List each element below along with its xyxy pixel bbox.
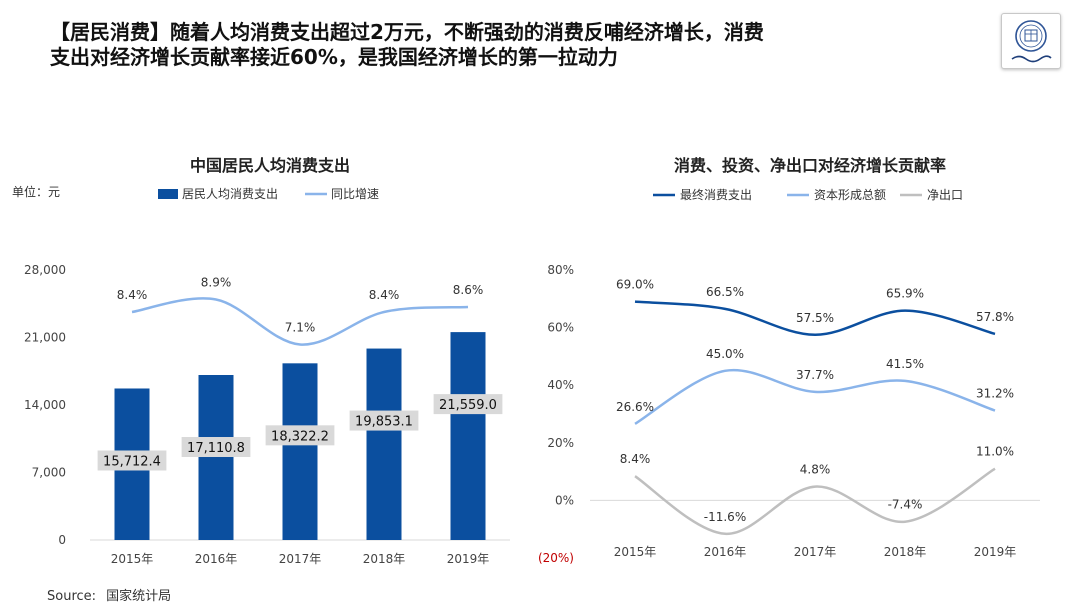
university-seal-icon [1001,13,1061,69]
growth-data-label: 7.1% [285,321,316,335]
x-tick-label: 2017年 [794,545,837,559]
x-tick-label: 2018年 [884,545,927,559]
y-tick-label: (20%) [538,551,574,565]
y-tick-label: 0 [58,533,66,547]
x-tick-label: 2019年 [974,545,1017,559]
growth-data-label: 8.9% [201,276,232,290]
series-data-label: 69.0% [616,278,654,292]
legend-label: 最终消费支出 [680,187,752,202]
bar-data-label: 17,110.8 [187,441,245,456]
series-data-label: 31.2% [976,387,1014,401]
y-tick-label: 28,000 [24,263,66,277]
growth-data-label: 8.4% [369,288,400,302]
series-line-1 [634,368,996,425]
legend-bar-label: 居民人均消费支出 [182,187,278,201]
series-data-label: 65.9% [886,287,924,301]
growth-data-label: 8.4% [117,288,148,302]
y-tick-label: 80% [547,263,574,277]
series-data-label: -11.6% [704,510,746,524]
bar-data-label: 18,322.2 [271,429,329,444]
headline-line-2: 支出对经济增长贡献率接近60%，是我国经济增长的第一拉动力 [50,45,618,69]
x-tick-label: 2019年 [447,552,490,566]
x-tick-label: 2018年 [363,552,406,566]
series-data-label: 66.5% [706,285,744,299]
bar-2017年 [282,363,318,540]
y-tick-label: 21,000 [24,331,66,345]
growth-data-label: 8.6% [453,283,484,297]
bar-2018年 [366,348,402,540]
y-tick-label: 0% [555,493,574,507]
series-data-label: 11.0% [976,445,1014,459]
x-tick-label: 2016年 [704,545,747,559]
legend-label: 资本形成总额 [814,188,886,202]
legend-bar-swatch [158,189,178,199]
series-data-label: 45.0% [706,347,744,361]
headline-line-1: 【居民消费】随着人均消费支出超过2万元，不断强劲的消费反哺经济增长，消费 [50,20,764,44]
x-tick-label: 2015年 [111,552,154,566]
series-line-2 [634,467,996,536]
series-line-0 [634,300,996,337]
bar-data-label-bg [349,410,419,431]
series-data-label: -7.4% [888,498,923,512]
bar-data-label: 19,853.1 [355,415,413,430]
series-data-label: 8.4% [620,452,651,466]
x-tick-label: 2015年 [614,545,657,559]
bar-2016年 [198,375,234,540]
series-data-label: 37.7% [796,368,834,382]
chart-title: 中国居民人均消费支出 [190,156,350,175]
bar-data-label: 15,712.4 [103,454,161,469]
headline: 【居民消费】随着人均消费支出超过2万元，不断强劲的消费反哺经济增长，消费 支出对… [50,20,930,70]
series-data-label: 57.5% [796,311,834,325]
chart-title: 消费、投资、净出口对经济增长贡献率 [674,156,946,175]
y-tick-label: 7,000 [32,466,66,480]
source-text: 国家统计局 [106,589,172,604]
growth-rate-line [131,297,469,346]
bar-data-label-bg [265,425,335,446]
x-tick-label: 2017年 [279,552,322,566]
series-data-label: 57.8% [976,310,1014,324]
series-data-label: 4.8% [800,463,831,477]
source-note: Source: 国家统计局 [47,585,177,604]
bar-data-label-bg [97,450,167,471]
bar-data-label: 21,559.0 [439,398,497,413]
y-tick-label: 20% [547,436,574,450]
y-tick-label: 14,000 [24,398,66,412]
series-data-label: 41.5% [886,357,924,371]
y-tick-label: 40% [547,378,574,392]
unit-label: 单位：元 [12,184,60,199]
bar-data-label-bg [181,437,251,458]
x-tick-label: 2016年 [195,552,238,566]
y-tick-label: 60% [547,321,574,335]
bar-data-label-bg [433,394,503,415]
series-data-label: 26.6% [616,400,654,414]
legend-line-label: 同比增速 [331,187,379,201]
legend-label: 净出口 [927,188,963,202]
source-label: Source: [47,589,97,604]
bar-2019年 [450,332,486,540]
